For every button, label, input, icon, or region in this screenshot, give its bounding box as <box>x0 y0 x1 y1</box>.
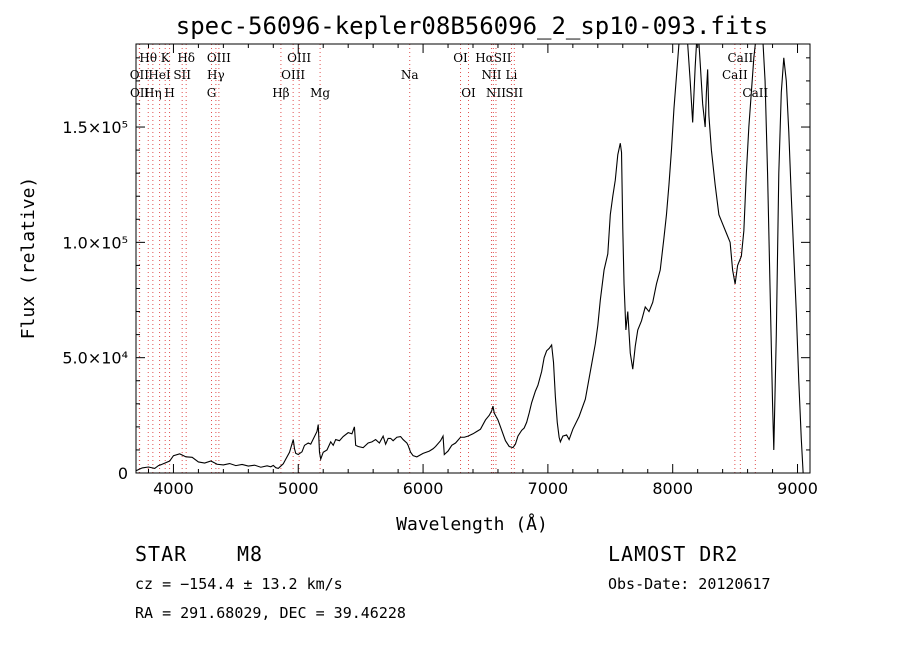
line-marker-label: CaII <box>722 68 748 82</box>
object-subclass: M8 <box>237 542 264 566</box>
line-marker-label: NII <box>481 68 501 82</box>
line-marker-label: Hθ <box>139 51 157 65</box>
line-marker-label: OIII <box>207 51 231 65</box>
line-marker-label: Hη <box>144 86 162 100</box>
line-marker-label: Li <box>506 68 518 82</box>
plot-frame <box>135 43 811 474</box>
line-marker-label: Hβ <box>272 86 289 100</box>
line-marker-label: CaII <box>742 86 768 100</box>
x-tick-label: 6000 <box>403 479 444 498</box>
x-tick-label: 5000 <box>278 479 319 498</box>
line-marker-label: HeI <box>148 68 171 82</box>
line-marker-label: HαSII <box>475 51 512 65</box>
line-marker-label: OIII <box>281 68 305 82</box>
redshift-value: cz = −154.4 ± 13.2 km/s <box>135 575 343 593</box>
y-tick-label: 5.0×10⁴ <box>62 349 128 368</box>
y-tick-label: 0 <box>118 464 128 483</box>
line-marker-label: H <box>164 86 174 100</box>
line-marker-label: Hδ <box>177 51 195 65</box>
line-marker-label: OII <box>130 68 150 82</box>
line-marker-label: Hγ <box>207 68 225 82</box>
line-marker-label: OI <box>453 51 468 65</box>
y-axis-label: Flux (relative) <box>18 177 39 340</box>
line-marker-label: OII <box>130 86 150 100</box>
x-axis-label: Wavelength (Å) <box>396 513 548 535</box>
object-class: STAR <box>135 542 188 566</box>
line-marker-label: Na <box>401 68 419 82</box>
obs-date: Obs-Date: 20120617 <box>608 575 771 593</box>
x-tick-label: 4000 <box>153 479 194 498</box>
axis-ticks: 4000 5000 6000 7000 8000 9000 0 5.0×10⁴ 1.0×10⁵ 1… <box>62 44 818 498</box>
line-marker-label: OIII <box>287 51 311 65</box>
spectrum-line-0 <box>136 44 804 473</box>
line-marker-label: G <box>207 86 217 100</box>
x-tick-label: 9000 <box>777 479 818 498</box>
line-marker-label: NII <box>486 86 506 100</box>
line-marker-label: Mg <box>310 86 330 100</box>
line-marker-label: OI <box>461 86 476 100</box>
coordinates: RA = 291.68029, DEC = 39.46228 <box>135 604 406 622</box>
spectrum-series <box>136 44 804 473</box>
line-marker-label: CaII <box>727 51 753 65</box>
y-tick-label: 1.0×10⁵ <box>62 233 128 252</box>
x-tick-label: 7000 <box>528 479 569 498</box>
x-tick-label: 8000 <box>652 479 693 498</box>
y-tick-label: 1.5×10⁵ <box>62 118 128 137</box>
chart-title: spec-56096-kepler08B56096_2_sp10-093.fit… <box>176 12 768 40</box>
line-marker-label: SII <box>505 86 523 100</box>
line-marker-label: K <box>161 51 171 65</box>
survey-name: LAMOST DR2 <box>608 542 739 566</box>
line-marker-label: SII <box>173 68 191 82</box>
